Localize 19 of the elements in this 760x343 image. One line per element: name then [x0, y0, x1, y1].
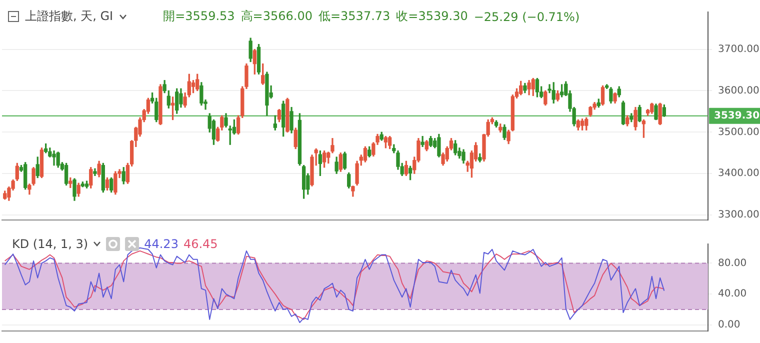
y-tick-label: 3400.00	[718, 168, 760, 180]
y-tick-label: 40.00	[718, 288, 747, 300]
chart-title: KD (14, 1, 3)	[12, 237, 88, 251]
ref-line-label: 3539.30	[714, 110, 760, 122]
chart-title: 上證指數, 天, GI	[25, 8, 114, 25]
annotation: −25.29 (−0.71%)	[474, 10, 580, 24]
annotation: 開=3559.53	[163, 8, 235, 25]
y-tick-label: 3600.00	[718, 85, 760, 96]
y-tick-label: 3300.00	[718, 210, 760, 221]
annotation: 高=3566.00	[240, 8, 312, 25]
annotation: 低=3537.73	[318, 8, 390, 25]
annotation: 收=3539.30	[396, 8, 468, 25]
y-tick-label: 0.00	[718, 319, 740, 330]
candlestick	[52, 150, 56, 166]
y-tick-label: 3700.00	[718, 44, 760, 55]
series-label: 46.45	[183, 237, 218, 251]
series-label: 44.23	[144, 237, 178, 251]
y-tick-label: 80.00	[718, 258, 747, 269]
y-tick-label: 3500.00	[718, 126, 760, 138]
